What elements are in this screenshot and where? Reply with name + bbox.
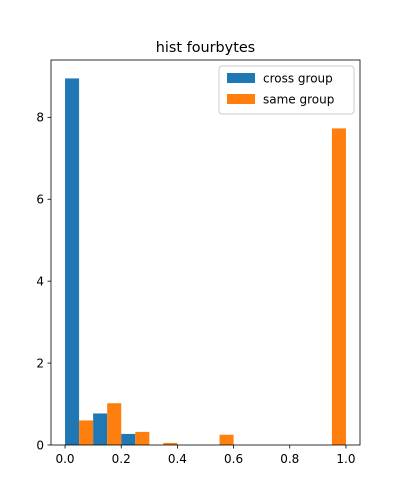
y-tick-label: 0	[36, 438, 44, 452]
y-axis: 0 2 4 6 8	[36, 111, 51, 452]
bar-cross-group-bin-1	[93, 413, 108, 445]
bar-same-group-bin-9	[331, 128, 346, 446]
legend: cross group same group	[218, 65, 355, 115]
x-tick-label: 0.0	[55, 452, 74, 466]
y-tick-label: 2	[36, 356, 44, 370]
legend-label: same group	[263, 93, 334, 107]
y-tick-label: 6	[36, 193, 44, 207]
bar-cross-group-bin-0	[65, 78, 80, 446]
bar-same-group-bin-5	[219, 434, 234, 445]
bar-same-group-bin-1	[107, 403, 122, 445]
bar-same-group-bin-3	[163, 442, 178, 445]
plot-frame	[50, 59, 361, 446]
x-axis: 0.0 0.2 0.4 0.6 0.8 1.0	[55, 445, 356, 466]
x-tick-label: 0.4	[168, 452, 187, 466]
bar-cross-group-bin-2	[121, 433, 136, 445]
legend-swatch	[227, 73, 255, 83]
x-tick-label: 0.8	[280, 452, 299, 466]
bar-same-group-bin-2	[135, 431, 150, 445]
y-tick-label: 4	[36, 274, 44, 288]
bar-same-group-bin-0	[79, 420, 94, 445]
chart-title: hist fourbytes	[156, 40, 255, 56]
x-tick-label: 1.0	[336, 452, 355, 466]
legend-swatch	[227, 94, 255, 104]
bars-layer	[65, 78, 346, 446]
x-tick-label: 0.6	[224, 452, 243, 466]
legend-label: cross group	[263, 72, 333, 86]
x-tick-label: 0.2	[112, 452, 131, 466]
y-tick-label: 8	[36, 111, 44, 125]
